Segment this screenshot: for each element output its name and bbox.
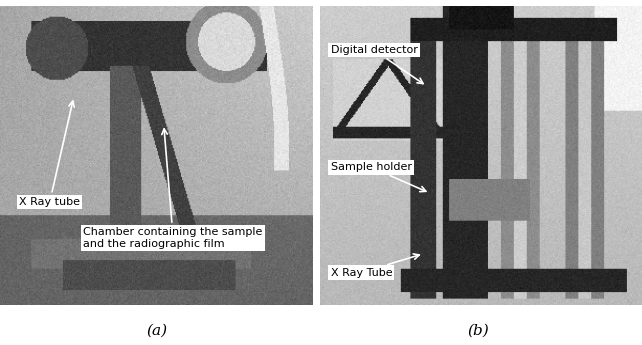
Text: Chamber containing the sample
and the radiographic film: Chamber containing the sample and the ra…: [83, 129, 263, 249]
Bar: [313, 0, 320, 345]
Text: (b): (b): [467, 324, 489, 338]
Text: X Ray Tube: X Ray Tube: [331, 254, 419, 277]
Text: X Ray tube: X Ray tube: [19, 101, 80, 207]
Text: Sample holder: Sample holder: [331, 162, 426, 192]
Text: Digital detector: Digital detector: [331, 45, 423, 83]
Text: (a): (a): [147, 324, 168, 338]
